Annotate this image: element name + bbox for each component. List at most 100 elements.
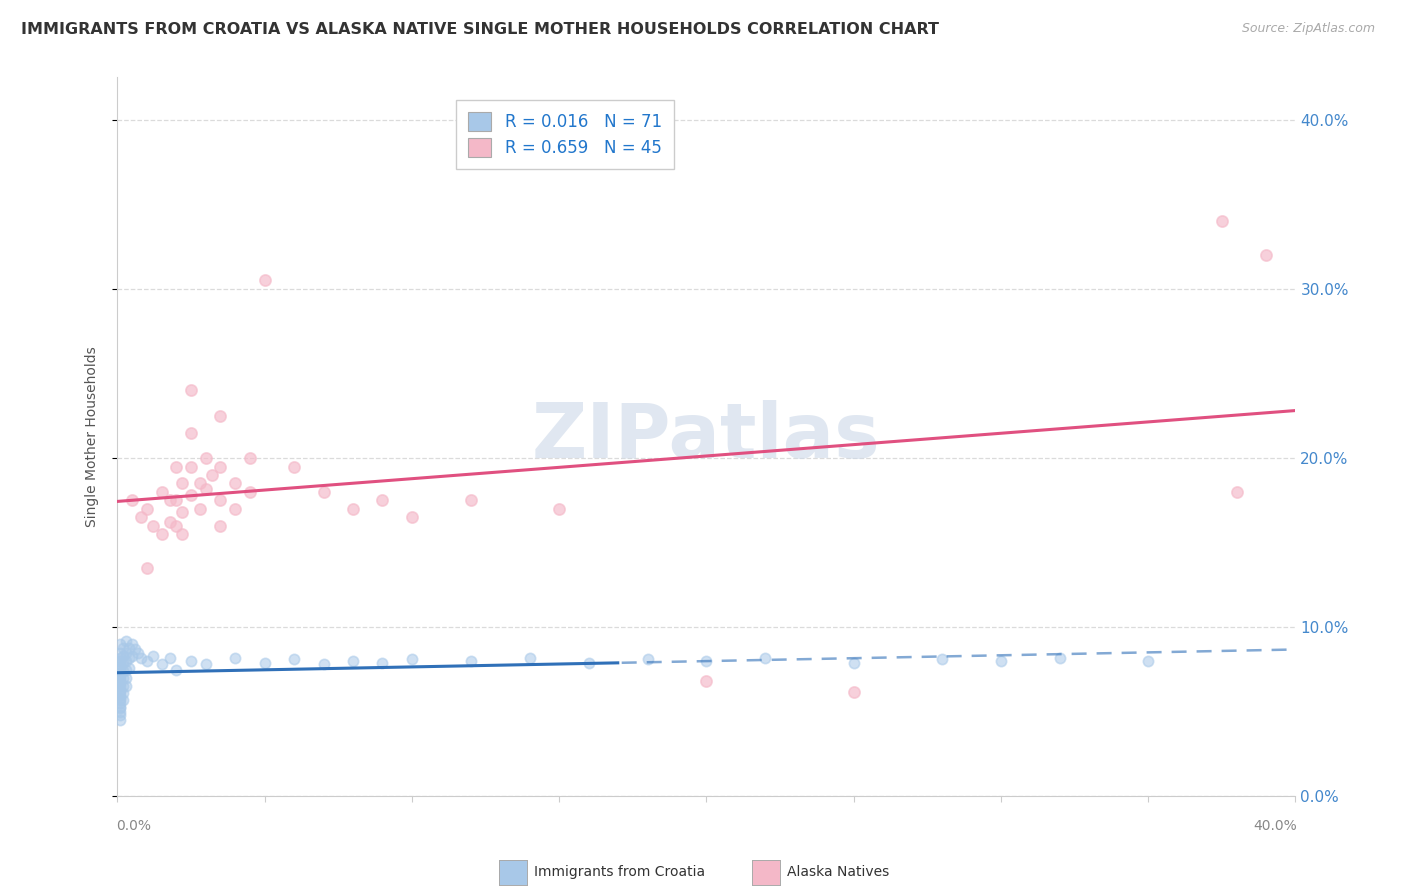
- Point: [172, 505, 194, 519]
- Point: [548, 501, 571, 516]
- Point: [194, 482, 217, 496]
- Point: [129, 510, 152, 524]
- Point: [112, 693, 135, 707]
- Point: [695, 654, 717, 668]
- Point: [180, 459, 202, 474]
- Point: [371, 493, 394, 508]
- Point: [110, 697, 132, 711]
- Point: [401, 652, 423, 666]
- Point: [1225, 484, 1247, 499]
- Point: [110, 657, 132, 672]
- Text: 0.0%: 0.0%: [117, 820, 152, 833]
- Point: [695, 674, 717, 689]
- Point: [110, 701, 132, 715]
- Point: [194, 657, 217, 672]
- Point: [121, 493, 143, 508]
- Point: [209, 493, 232, 508]
- Point: [110, 680, 132, 694]
- Point: [283, 459, 305, 474]
- Point: [253, 273, 276, 287]
- Point: [110, 637, 132, 651]
- Point: [253, 656, 276, 670]
- Point: [312, 484, 335, 499]
- Point: [150, 657, 173, 672]
- Point: [371, 656, 394, 670]
- Point: [150, 527, 173, 541]
- Y-axis label: Single Mother Households: Single Mother Households: [86, 347, 100, 527]
- Point: [578, 656, 600, 670]
- Point: [159, 516, 181, 530]
- Point: [110, 693, 132, 707]
- Point: [194, 451, 217, 466]
- Point: [110, 705, 132, 719]
- Point: [121, 648, 143, 663]
- Point: [135, 654, 157, 668]
- Point: [239, 484, 262, 499]
- Point: [1254, 248, 1277, 262]
- Text: IMMIGRANTS FROM CROATIA VS ALASKA NATIVE SINGLE MOTHER HOUSEHOLDS CORRELATION CH: IMMIGRANTS FROM CROATIA VS ALASKA NATIVE…: [21, 22, 939, 37]
- Point: [112, 671, 135, 685]
- Point: [110, 684, 132, 698]
- Point: [224, 650, 246, 665]
- Point: [110, 688, 132, 702]
- Text: Alaska Natives: Alaska Natives: [787, 865, 890, 880]
- Point: [209, 518, 232, 533]
- Point: [142, 518, 165, 533]
- Point: [118, 640, 141, 655]
- Point: [110, 671, 132, 685]
- Point: [142, 648, 165, 663]
- Point: [115, 654, 138, 668]
- Point: [110, 661, 132, 675]
- Point: [165, 459, 187, 474]
- Point: [180, 425, 202, 440]
- Text: ZIPatlas: ZIPatlas: [531, 400, 880, 474]
- Point: [401, 510, 423, 524]
- Point: [1137, 654, 1160, 668]
- Point: [842, 684, 865, 698]
- Point: [283, 652, 305, 666]
- Point: [118, 661, 141, 675]
- Point: [112, 686, 135, 700]
- Point: [112, 680, 135, 694]
- Point: [110, 708, 132, 723]
- Point: [118, 650, 141, 665]
- Point: [110, 663, 132, 677]
- Point: [172, 527, 194, 541]
- Point: [135, 501, 157, 516]
- Point: [180, 654, 202, 668]
- Point: [112, 665, 135, 679]
- Point: [842, 656, 865, 670]
- Point: [224, 476, 246, 491]
- Point: [460, 654, 482, 668]
- Text: Immigrants from Croatia: Immigrants from Croatia: [534, 865, 706, 880]
- Point: [110, 654, 132, 668]
- Point: [110, 682, 132, 697]
- Point: [127, 646, 149, 660]
- Point: [150, 484, 173, 499]
- Point: [110, 691, 132, 706]
- Point: [110, 699, 132, 714]
- Point: [121, 637, 143, 651]
- Point: [1211, 214, 1233, 228]
- Point: [1049, 650, 1071, 665]
- Point: [201, 468, 224, 483]
- Point: [180, 488, 202, 502]
- Point: [931, 652, 953, 666]
- Point: [112, 640, 135, 655]
- Point: [165, 493, 187, 508]
- Point: [754, 650, 776, 665]
- Point: [342, 654, 364, 668]
- Point: [115, 663, 138, 677]
- Point: [110, 665, 132, 680]
- Point: [239, 451, 262, 466]
- Point: [209, 409, 232, 423]
- Legend: R = 0.016   N = 71, R = 0.659   N = 45: R = 0.016 N = 71, R = 0.659 N = 45: [457, 100, 673, 169]
- Point: [312, 657, 335, 672]
- Point: [209, 459, 232, 474]
- Point: [188, 501, 211, 516]
- Point: [110, 676, 132, 690]
- Point: [129, 650, 152, 665]
- Point: [115, 680, 138, 694]
- Point: [159, 493, 181, 508]
- Point: [112, 648, 135, 663]
